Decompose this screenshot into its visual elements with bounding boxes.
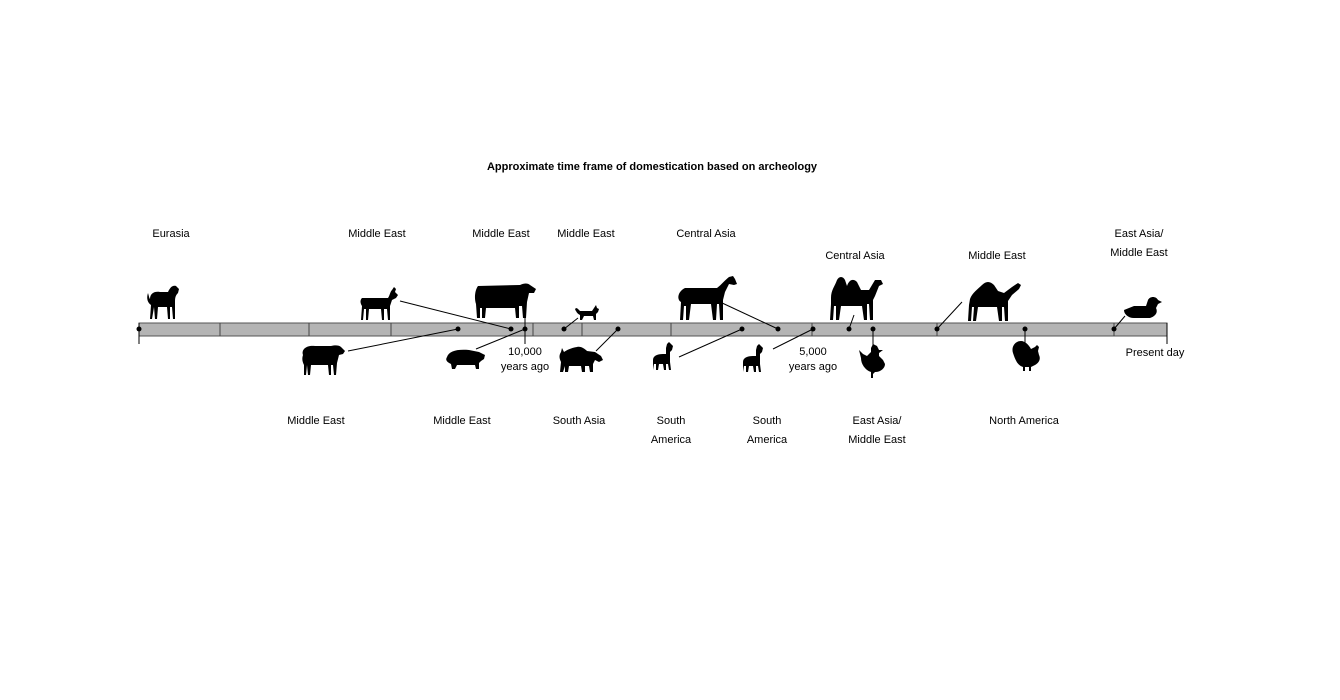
llama-icon [653, 342, 673, 370]
zebu-icon [559, 346, 603, 372]
turkey-icon [1012, 341, 1040, 371]
sheep-icon [302, 345, 345, 375]
region-label-dog: Eurasia [152, 228, 190, 240]
region-label-dromedary: Middle East [968, 250, 1026, 262]
pig-icon [446, 349, 485, 369]
event-dots [136, 326, 1117, 332]
region-label-zebu: South Asia [552, 415, 606, 427]
timeline-bar [138, 322, 1168, 337]
region-label-bactrian-camel: Central Asia [825, 250, 885, 262]
region-label-cat: Middle East [557, 228, 615, 240]
diagram-title: Approximate time frame of domestication … [486, 161, 818, 173]
marker-10000-label: 10,000 years ago [500, 346, 550, 373]
region-label-turkey: North America [989, 415, 1059, 427]
region-label-pig: Middle East [433, 415, 491, 427]
region-label-horse: Central Asia [676, 228, 736, 240]
goat-icon [360, 287, 398, 320]
timeline-ticks [219, 323, 1115, 336]
leader-lines [347, 300, 1126, 358]
cat-icon [575, 305, 599, 320]
alpaca-icon [743, 344, 763, 372]
region-label-duck: East Asia/ Middle East [1110, 228, 1168, 259]
cattle-icon [474, 283, 536, 318]
region-label-goat: Middle East [348, 228, 406, 240]
region-label-alpaca: South America [746, 415, 788, 446]
present-day-label: Present day [1125, 347, 1185, 359]
region-label-sheep: Middle East [287, 415, 345, 427]
chicken-icon [859, 344, 885, 378]
region-label-cattle: Middle East [472, 228, 530, 240]
marker-5000-label: 5,000 years ago [788, 346, 838, 373]
region-label-chicken: East Asia/ Middle East [848, 415, 906, 446]
region-label-llama: South America [650, 415, 692, 446]
dromedary-icon [968, 282, 1021, 321]
duck-icon [1124, 297, 1162, 318]
dog-icon [147, 285, 179, 319]
bactrian-camel-icon [830, 277, 883, 320]
horse-icon [678, 276, 737, 320]
